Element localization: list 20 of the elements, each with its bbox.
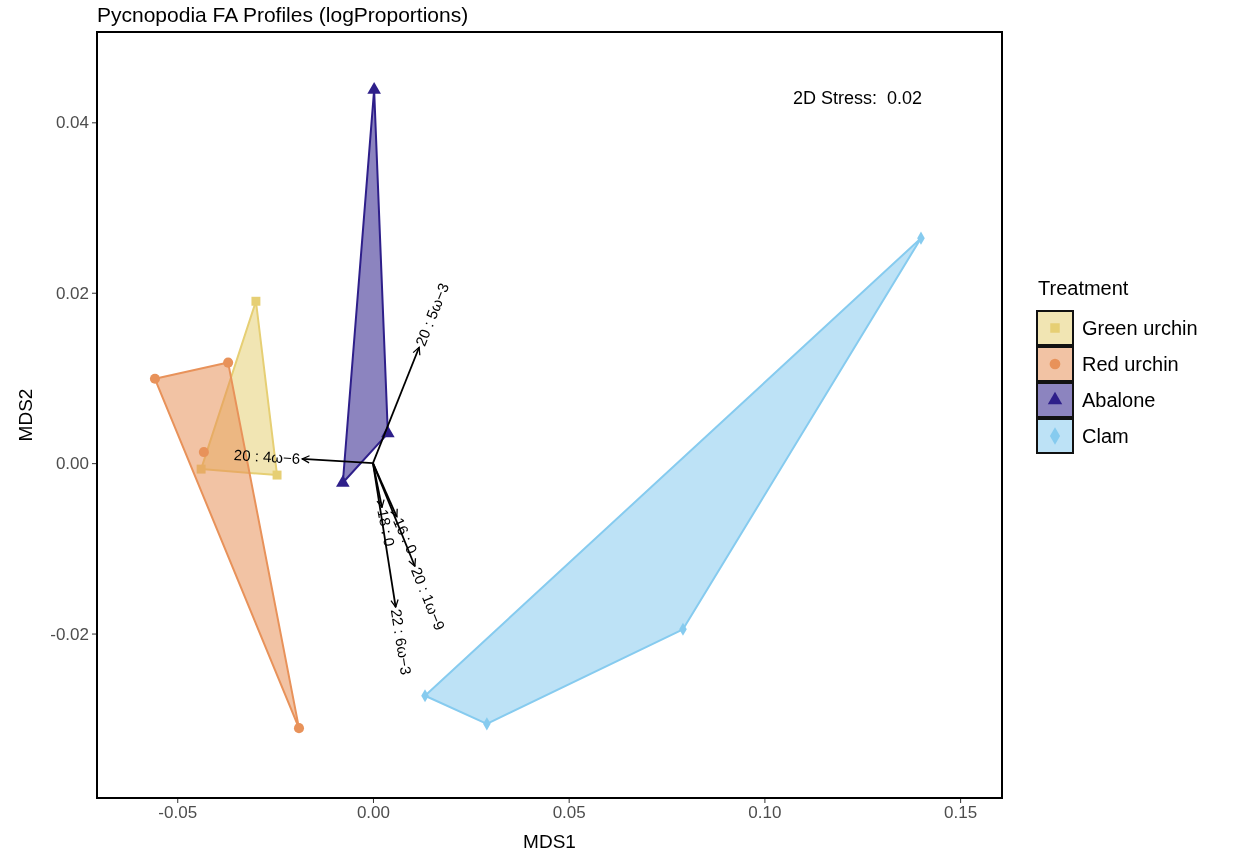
- chart-title: Pycnopodia FA Profiles (logProportions): [97, 3, 469, 26]
- x-tick-label: 0.00: [356, 803, 391, 823]
- text: 20 : 5ω−3: [411, 280, 453, 349]
- series-label: 20 : 4ω−6: [233, 446, 301, 467]
- legend-label: Abalone: [1082, 389, 1156, 411]
- x-tick-label: 0.05: [552, 803, 586, 823]
- legend-title: Treatment: [1038, 277, 1129, 299]
- y-tick-label: 0.04: [55, 113, 89, 133]
- legend-label: Red urchin: [1082, 353, 1179, 375]
- x-axis-title: MDS1: [523, 831, 576, 852]
- x-tick-label: 0.10: [748, 803, 782, 823]
- legend-label: Green urchin: [1082, 317, 1198, 339]
- y-tick-label: 0.00: [55, 454, 89, 474]
- legend-label: Clam: [1082, 425, 1129, 447]
- y-tick-label: 0.02: [55, 283, 89, 303]
- y-tick-label: -0.02: [50, 624, 89, 644]
- y-axis-title: MDS2: [15, 388, 36, 442]
- x-tick-label: -0.05: [158, 803, 198, 823]
- annotation: 2D Stress: 0.02: [792, 88, 922, 108]
- x-tick-label: 0.15: [944, 803, 978, 823]
